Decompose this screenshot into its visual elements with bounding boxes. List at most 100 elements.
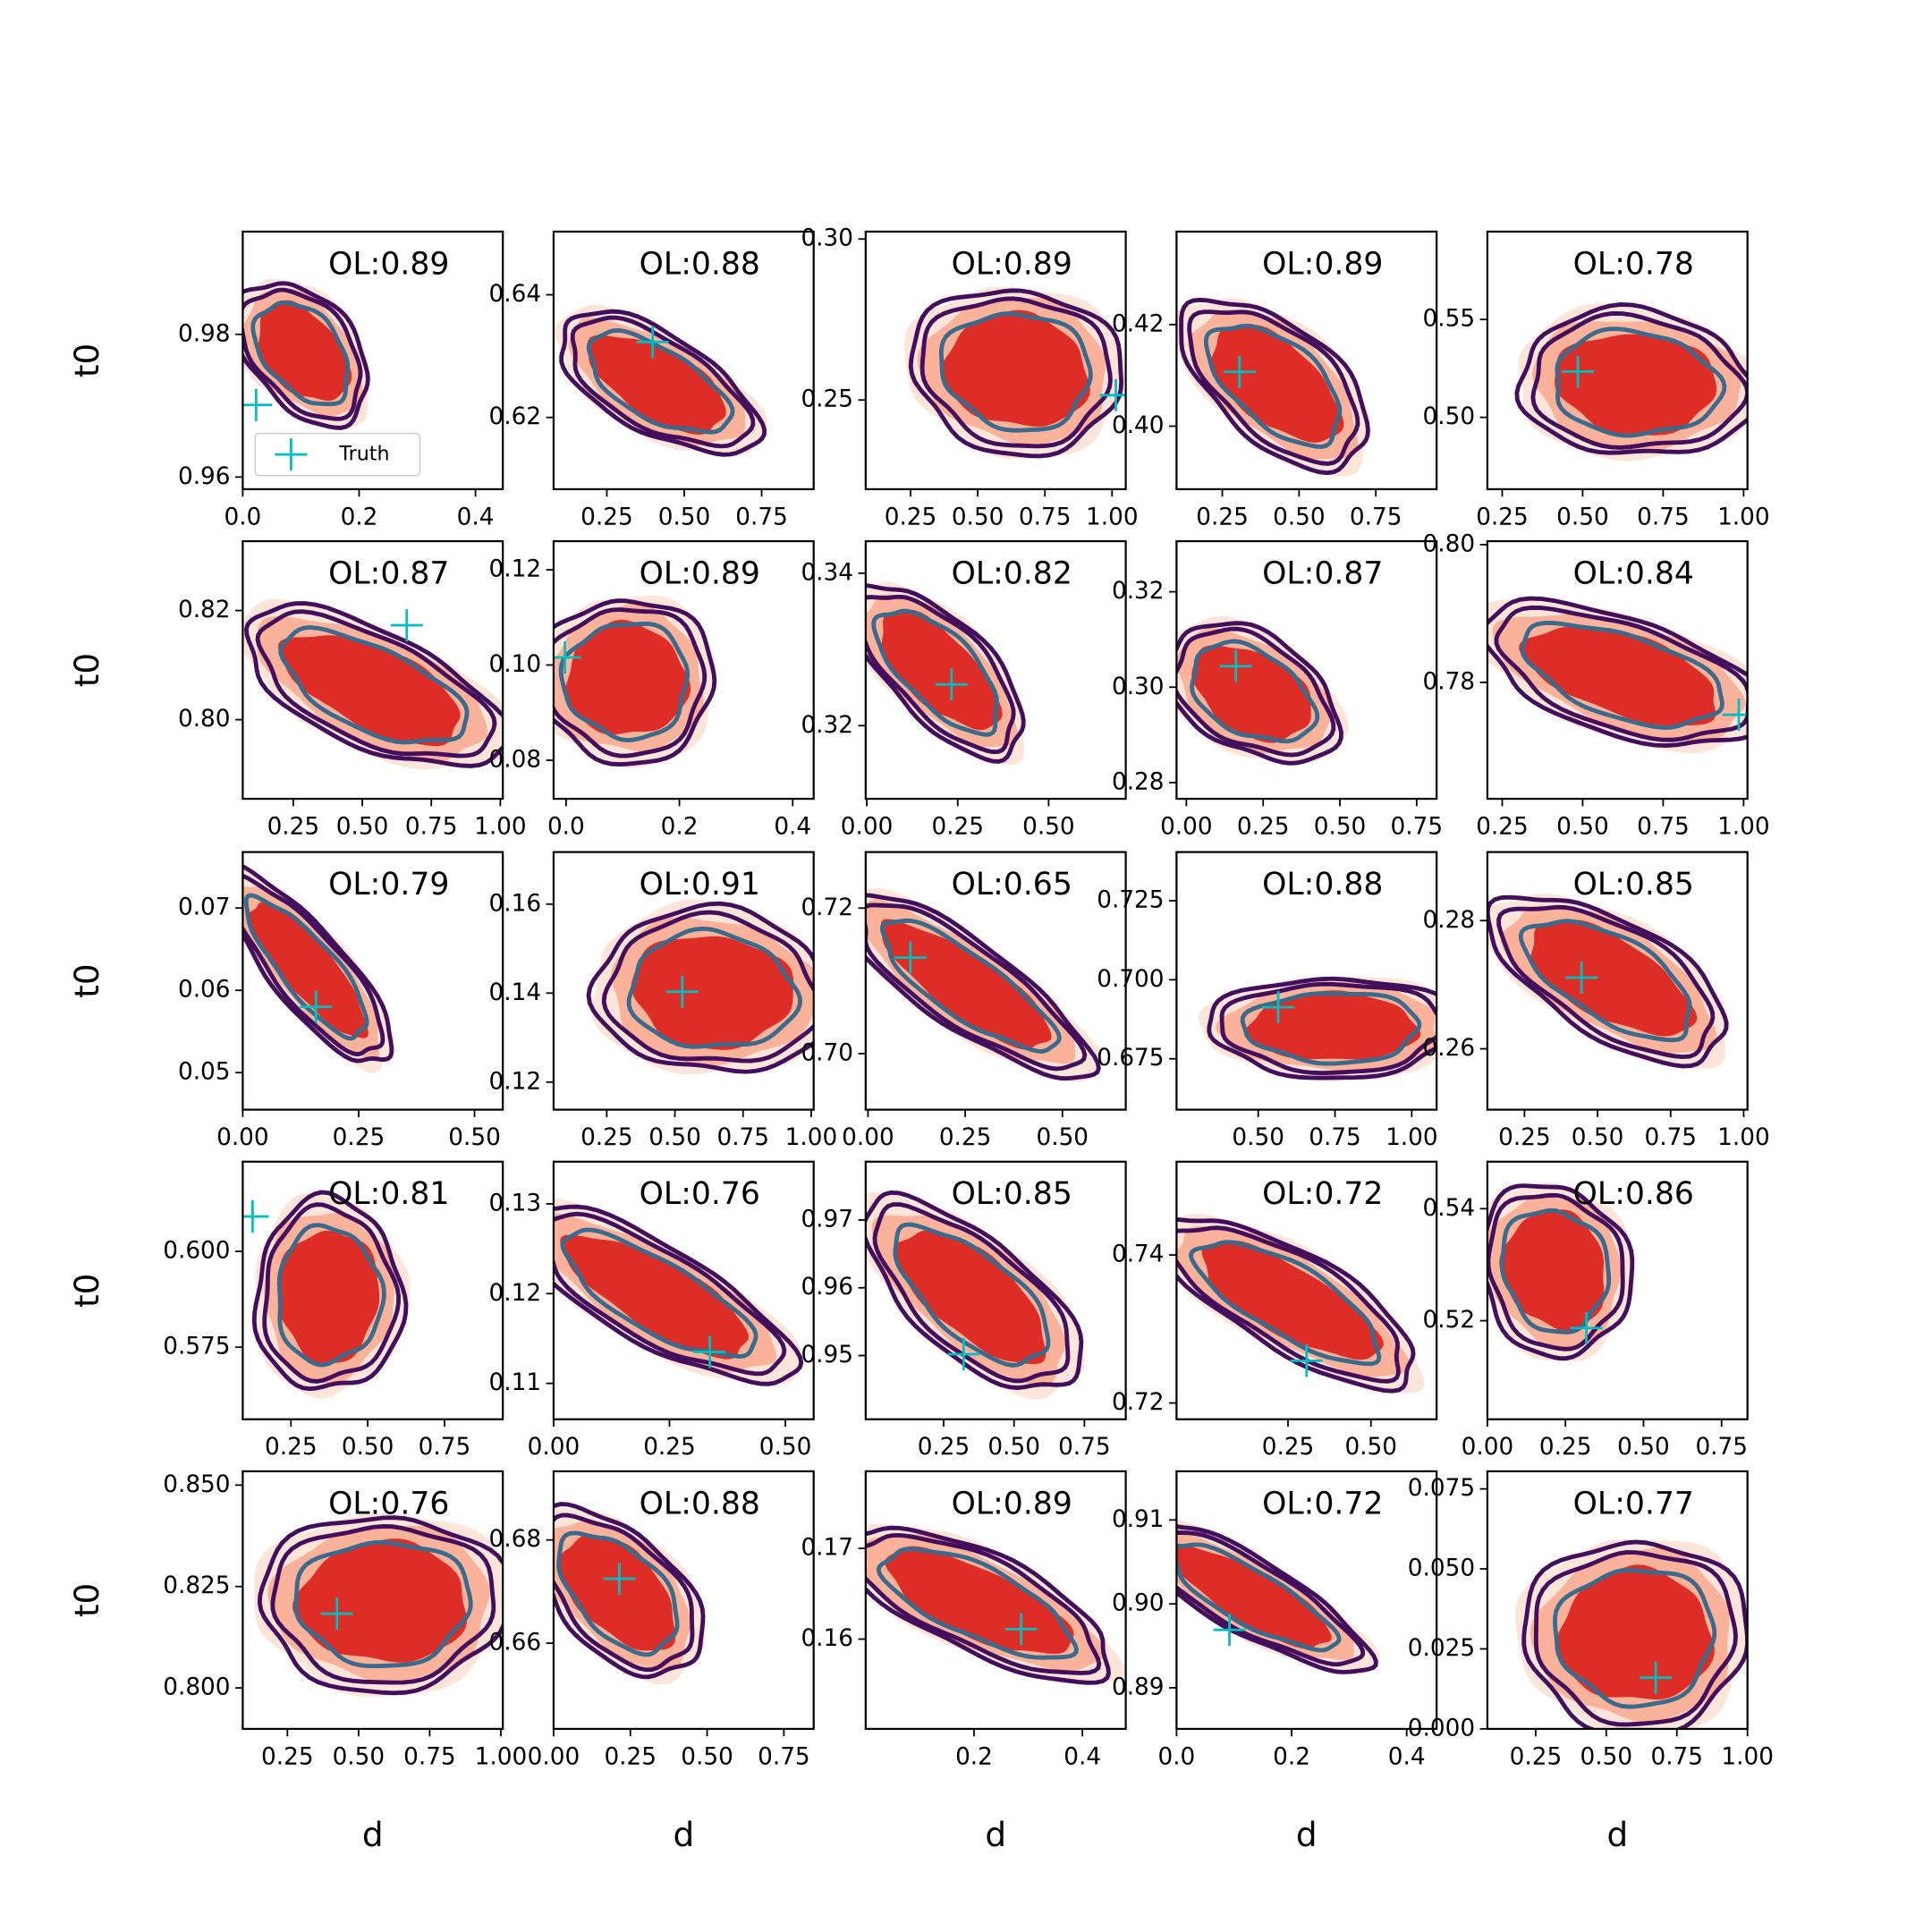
axes-frame	[552, 1470, 815, 1731]
x-axis-label: d	[1296, 1815, 1318, 1854]
annotation: OL:0.81	[328, 1176, 449, 1212]
contours	[865, 581, 1026, 765]
contour	[242, 287, 363, 421]
panel: 0.0 0.2 0.4 0.08 0.10 0.12 OL:0.89	[489, 539, 815, 840]
x-tick-label: 0.0	[224, 504, 261, 530]
truth-marker	[320, 1597, 353, 1631]
x-tick-label: 1.00	[475, 1743, 528, 1770]
x-tick-label: 0.50	[658, 504, 711, 530]
contour	[293, 1539, 473, 1669]
truth-marker	[693, 1335, 726, 1368]
axes-frame	[242, 230, 504, 491]
x-tick-label: 0.75	[1637, 813, 1690, 840]
panel: 0.00 0.25 0.50 0.11 0.12 0.13 OL:0.76	[489, 1160, 815, 1461]
contour	[553, 1211, 787, 1377]
x-tick-label: 0.50	[448, 1124, 501, 1151]
contour	[1176, 1542, 1342, 1653]
contour	[553, 598, 717, 767]
x-tick-label: 0.2	[661, 813, 699, 840]
x-tick-label: 0.50	[759, 1434, 812, 1461]
y-tick-label: 0.12	[489, 1280, 542, 1307]
x-axis-label: d	[985, 1815, 1006, 1854]
contour	[1176, 1216, 1416, 1394]
panel: 0.0 0.2 0.4 0.89 0.90 0.91 OL:0.72 d	[1112, 1470, 1438, 1854]
x-tick-label: 0.50	[1273, 504, 1326, 530]
x-tick-label: 0.50	[1022, 813, 1075, 840]
y-tick-label: 0.68	[489, 1526, 542, 1553]
axes-frame	[1486, 1160, 1749, 1420]
contour	[1499, 1208, 1612, 1335]
y-tick-label: 0.28	[1423, 907, 1476, 934]
panel: 0.25 0.50 0.75 0.575 0.600 OL:0.81 t0	[67, 1160, 504, 1461]
contours	[251, 1190, 411, 1399]
contour	[1494, 606, 1748, 742]
x-tick-label: 0.75	[1391, 813, 1444, 840]
density-fill	[880, 919, 1052, 1050]
y-tick-label: 0.70	[801, 1039, 853, 1066]
y-tick-label: 0.14	[489, 979, 542, 1006]
truth-marker	[242, 1200, 269, 1233]
contour	[242, 281, 370, 430]
y-tick-label: 0.50	[1423, 403, 1476, 430]
y-tick-label: 0.05	[178, 1059, 231, 1086]
density-fill	[564, 619, 691, 735]
x-tick-label: 0.50	[681, 1743, 733, 1770]
contour	[553, 1502, 706, 1680]
y-tick-label: 0.16	[489, 890, 542, 917]
density-fill	[1555, 334, 1717, 436]
y-tick-label: 0.25	[801, 386, 853, 413]
contour	[1176, 1530, 1366, 1667]
truth-marker	[1562, 355, 1595, 388]
axes-frame	[242, 1470, 504, 1731]
y-tick-label: 0.725	[1097, 887, 1164, 914]
annotation: OL:0.72	[1262, 1486, 1383, 1521]
annotation: OL:0.76	[328, 1486, 449, 1521]
contour	[257, 1515, 504, 1696]
axes-frame	[1486, 539, 1749, 801]
contour	[1176, 621, 1343, 766]
y-tick-label: 0.54	[1423, 1195, 1476, 1222]
x-tick-label: 0.50	[1314, 813, 1367, 840]
x-tick-label: 1.00	[1717, 504, 1770, 530]
contour	[865, 902, 1088, 1072]
x-tick-label: 0.2	[1273, 1743, 1310, 1770]
y-tick-label: 0.74	[1112, 1241, 1165, 1268]
annotation: OL:0.89	[1262, 246, 1383, 282]
contour	[243, 893, 369, 1041]
x-tick-label: 0.25	[918, 1434, 970, 1461]
contours	[1198, 976, 1437, 1081]
x-tick-label: 0.75	[1650, 1743, 1703, 1770]
x-tick-label: 0.4	[1388, 1743, 1426, 1770]
truth-marker	[603, 1562, 636, 1595]
x-tick-label: 0.25	[885, 504, 937, 530]
y-tick-label: 0.16	[801, 1625, 853, 1652]
y-tick-label: 0.600	[163, 1238, 230, 1265]
y-tick-label: 0.11	[489, 1369, 542, 1396]
x-tick-label: 0.75	[716, 1124, 769, 1151]
density-fill	[1191, 645, 1311, 743]
annotation: OL:0.87	[1262, 555, 1383, 591]
contour	[559, 309, 767, 457]
x-tick-label: 0.50	[1344, 1434, 1397, 1461]
panel: 0.00 0.25 0.50 0.70 0.72 OL:0.65	[801, 851, 1127, 1151]
x-tick-label: 0.25	[939, 1124, 992, 1151]
y-tick-label: 0.80	[178, 706, 231, 733]
y-tick-label: 0.850	[163, 1471, 230, 1498]
axes-frame	[552, 539, 815, 801]
density-fill	[1201, 1240, 1384, 1360]
y-tick-label: 0.26	[1423, 1035, 1476, 1062]
annotation: OL:0.77	[1573, 1486, 1694, 1521]
panel: 0.00 0.25 0.50 0.32 0.34 OL:0.82	[801, 539, 1127, 840]
y-tick-label: 0.95	[801, 1342, 853, 1368]
axes-frame	[1486, 1470, 1749, 1731]
contour	[865, 1525, 1111, 1685]
contours	[555, 304, 767, 457]
x-tick-label: 0.25	[1476, 504, 1529, 530]
density-fill	[1499, 1209, 1605, 1332]
panel: 0.25 0.50 0.75 1.00 0.80 0.82 OL:0.87 t0	[67, 539, 527, 840]
contours	[1514, 302, 1748, 462]
x-tick-label: 0.0	[547, 813, 585, 840]
contours	[1487, 596, 1748, 753]
x-tick-label: 0.4	[1063, 1743, 1101, 1770]
y-tick-label: 0.28	[1112, 768, 1165, 795]
